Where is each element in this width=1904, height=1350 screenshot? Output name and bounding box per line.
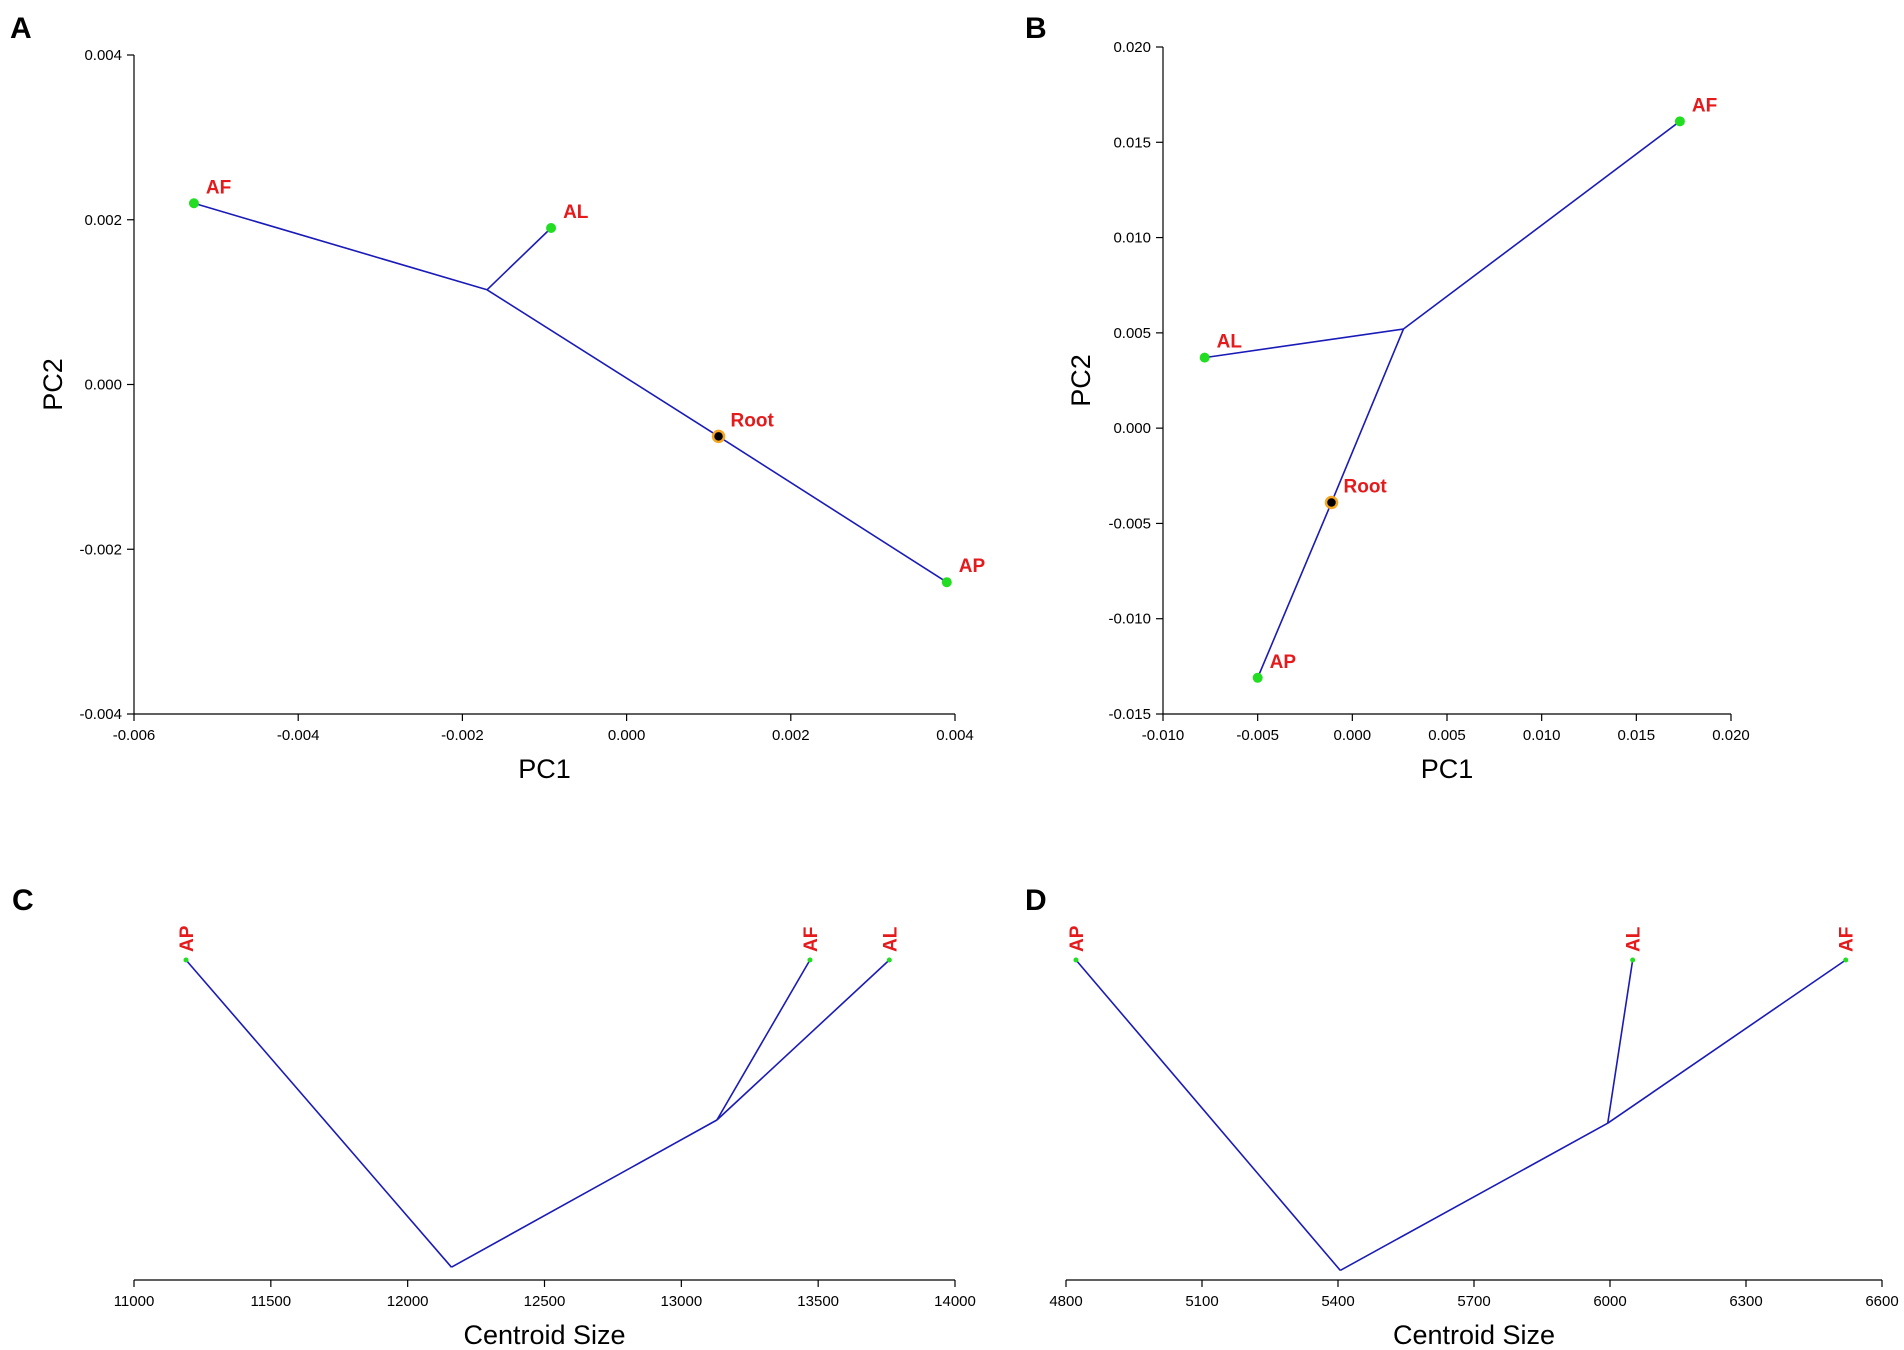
tip-point [941,577,952,588]
node-label: AP [959,556,986,577]
tree-edge [486,289,719,438]
node-label: AF [206,177,231,198]
x-tick-label: 0.004 [936,727,974,744]
panel-letter: B [1025,12,1047,45]
tip-point [183,957,189,963]
x-tick-label: 11500 [251,1293,292,1310]
y-tick-label: 0.010 [1113,230,1151,247]
y-tick-label: 0.000 [1113,420,1151,437]
panel-c: C Centroid Size 11000 11500 12000 12500 1300… [12,884,976,1350]
x-tick-label: 4800 [1049,1293,1082,1310]
x-tick-label: 6300 [1729,1293,1762,1310]
node-label: AL [880,926,901,952]
tree-edge [716,959,811,1121]
tree-edge [1075,959,1341,1271]
x-tick-label: -0.010 [1142,727,1185,744]
tip-point [188,198,199,209]
y-axis-title: PC2 [38,358,68,411]
x-tick-label: 13000 [660,1293,702,1310]
x-tick-label: 0.010 [1523,727,1561,744]
x-tick-label: -0.004 [277,727,320,744]
node-label: AP [177,925,198,952]
y-tick-label: 0.015 [1113,134,1151,151]
tree-edge [1339,1122,1609,1272]
tip-point [1252,672,1263,683]
x-tick-label: 12500 [524,1293,566,1310]
tree-edge [1606,959,1634,1124]
y-tick-label: -0.010 [1108,611,1151,628]
x-tick-label: 13500 [797,1293,839,1310]
x-tick-label: 0.015 [1618,727,1656,744]
tree-edge [1607,959,1847,1124]
x-tick-label: 0.000 [1334,727,1372,744]
node-label: AP [1270,652,1297,673]
node-label: AF [1837,927,1858,952]
x-tick-label: 14000 [934,1293,976,1310]
root-point [1324,495,1339,510]
x-axis-title: Centroid Size [1393,1320,1555,1350]
y-tick-label: -0.004 [79,706,122,723]
y-tick-label: 0.000 [84,377,122,394]
y-tick-label: 0.020 [1113,39,1151,56]
tree-edge [1256,502,1333,679]
x-axis-title: Centroid Size [463,1320,625,1350]
tree-edge [1204,328,1404,359]
tip-point [1630,957,1636,963]
tree-edge [451,1119,718,1268]
tree-edge [718,435,948,583]
y-tick-label: 0.004 [84,47,122,64]
x-tick-label: 6000 [1593,1293,1626,1310]
tree-edge [716,959,890,1121]
y-axis-title: PC2 [1066,354,1096,407]
y-tick-label: 0.002 [84,212,122,229]
panel-letter: C [12,884,34,917]
tip-point [1199,352,1210,363]
x-tick-label: 5100 [1185,1293,1218,1310]
node-label: AP [1067,925,1088,952]
node-label: AF [801,927,822,952]
tree-edge [1402,120,1681,330]
tip-point [1674,116,1685,127]
tree-edge [486,227,552,291]
x-axis-title: PC1 [1421,754,1474,784]
node-label: AL [563,202,589,223]
tree-edge [1330,328,1405,503]
tip-point [886,957,892,963]
node-label: AF [1692,95,1717,116]
node-label: Root [731,410,775,431]
tip-point [1843,957,1849,963]
x-tick-label: -0.005 [1236,727,1279,744]
x-tick-label: 6600 [1865,1293,1898,1310]
node-label: AL [1624,926,1645,952]
y-tick-label: -0.005 [1108,515,1151,532]
node-label: Root [1344,476,1388,497]
tree-edge [193,202,488,291]
x-tick-label: 0.000 [608,727,646,744]
y-tick-label: -0.015 [1108,706,1151,723]
x-tick-label: 0.002 [772,727,810,744]
y-tick-label: -0.002 [79,541,122,558]
x-tick-label: 5400 [1321,1293,1354,1310]
x-tick-label: 12000 [387,1293,429,1310]
panel-b: B PC1 PC2 -0.010 -0.005 0.000 0.005 0.010 0.0… [1025,12,1750,784]
tree-edge [185,959,453,1268]
x-tick-label: 0.020 [1712,727,1750,744]
tip-point [807,957,813,963]
root-point [711,429,726,444]
tip-point [1073,957,1079,963]
panel-d: D Centroid Size 4800 5100 5400 5700 6000 6300… [1025,884,1899,1350]
tip-point [546,222,557,233]
x-tick-label: 11000 [114,1293,155,1310]
node-label: AL [1217,332,1243,353]
x-tick-label: 5700 [1457,1293,1490,1310]
x-tick-label: 0.005 [1428,727,1466,744]
x-tick-label: -0.006 [113,727,156,744]
x-axis-title: PC1 [518,754,571,784]
panel-letter: A [10,12,32,45]
panel-a: A PC1 PC2 -0.006 -0.004 -0.002 0.000 0.002 0.… [10,12,986,784]
x-tick-label: -0.002 [441,727,484,744]
y-tick-label: 0.005 [1113,325,1151,342]
panel-letter: D [1025,884,1047,917]
